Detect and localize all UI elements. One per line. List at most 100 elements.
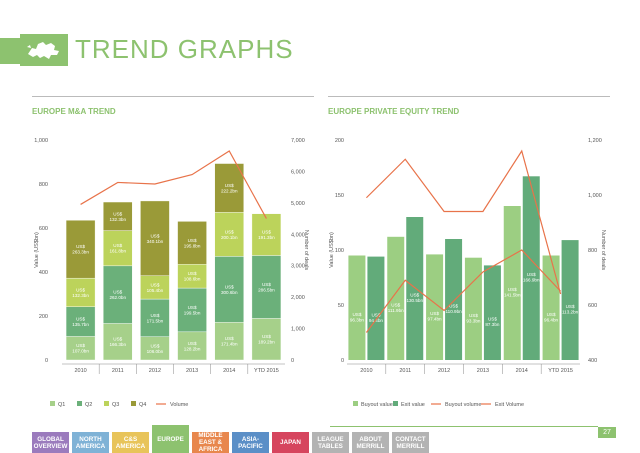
bar-q2 [65,306,96,337]
data-label: US$ 93.3bn [466,313,480,324]
y-tick-label: 200 [39,314,48,320]
bar-buyout-value [542,255,560,360]
data-label: US$ 132.3bn [109,211,126,222]
x-tick-label: 2012 [149,368,161,374]
data-label: US$ 166.3bn [109,337,126,348]
y2-tick-label: 1,200 [588,138,602,144]
y-tick-label: 50 [338,303,344,309]
page-title: TREND GRAPHS [75,34,294,64]
bar-q1 [214,322,244,361]
bar-q2 [251,255,282,319]
legend-label: Q3 [112,402,119,408]
y2-tick-label: 5,000 [291,201,305,207]
data-label: US$ 263.3bn [72,244,89,255]
y2-tick-label: 7,000 [291,138,305,144]
data-label: US$ 110.9bn [445,304,462,315]
data-label: US$ 171.5bn [147,313,164,324]
x-tick-label: 2011 [112,368,124,374]
legend-swatch [77,401,82,406]
europe-map-icon [20,34,68,66]
legend-label: Exit value [401,402,425,408]
legend-label: Exit Volume [495,402,524,408]
y-axis-label: Value (US$bn) [329,232,335,268]
ma-trend-title: EUROPE M&A TREND [32,107,116,116]
nav-tab-about-merrill[interactable]: ABOUT MERRILL [352,432,389,453]
nav-tab-c-s-america[interactable]: C&S AMERICA [112,432,149,453]
bar-exit-value [367,256,385,360]
legend-label: Q1 [58,402,65,408]
section-navigation: GLOBAL OVERVIEW NORTH AMERICA C&S AMERICA E… [32,425,432,453]
bar-q3 [103,230,133,267]
line-buyout-volume [365,249,562,333]
bar-q2 [140,298,170,337]
nav-tab-europe[interactable]: EUROPE [152,425,189,453]
nav-tab-middle-east-africa[interactable]: MIDDLE EAST & AFRICA [192,432,229,453]
x-tick-label: 2010 [74,368,86,374]
data-label: US$ 222.2bn [221,183,238,194]
nav-tab-japan[interactable]: JAPAN [272,432,309,453]
bar-q4 [65,220,96,279]
y2-tick-label: 1,000 [588,193,602,199]
legend-swatch [353,401,358,406]
bar-exit-value [561,240,579,360]
y2-tick-label: 600 [588,303,597,309]
data-label: US$ 128.2bn [184,341,201,352]
legend-swatch [131,401,136,406]
nav-tab-global-overview[interactable]: GLOBAL OVERVIEW [32,432,69,453]
data-label: US$ 161.8bn [109,243,126,254]
left-section-rule [32,96,314,97]
bar-exit-value [406,217,424,360]
data-label: US$ 96.3bn [350,312,364,323]
y-tick-label: 150 [335,193,344,199]
x-tick-label: 2012 [438,368,450,374]
x-tick-label: 2014 [516,368,528,374]
data-label: US$ 286.5bn [258,282,275,293]
data-label: US$ 262.0bn [109,290,126,301]
bar-buyout-value [426,254,444,360]
bar-buyout-value [464,257,482,360]
legend-label: Q2 [85,402,92,408]
bar-q2 [103,265,133,324]
data-label: US$ 108.6bn [184,271,201,282]
data-label: US$ 111.9bn [388,302,404,313]
data-label: US$ 105.4bn [147,282,164,293]
x-tick-label: 2014 [223,368,235,374]
data-label: US$ 191.3bn [258,230,275,241]
nav-tab-north-america[interactable]: NORTH AMERICA [72,432,109,453]
data-label: US$ 107.0bn [72,343,89,354]
legend-swatch [104,401,109,406]
nav-tab-asia-pacific[interactable]: ASIA-PACIFIC [232,432,269,453]
data-label: US$ 141.5bn [504,287,521,298]
bar-exit-value [483,265,501,360]
page-number: 27 [598,427,616,438]
bar-q4 [140,200,170,276]
x-tick-label: YTD 2015 [548,368,573,374]
bar-q2 [177,287,207,333]
y2-tick-label: 1,000 [291,327,305,333]
legend-swatch [50,401,55,406]
data-label: US$ 97.4bn [428,311,442,322]
x-tick-label: YTD 2015 [254,368,279,374]
nav-tab-contact-merrill[interactable]: CONTACT MERRILL [392,432,429,453]
footer-rule [330,426,598,427]
data-label: US$ 200.1bn [221,229,238,240]
data-label: US$ 96.4bn [544,312,558,323]
y2-tick-label: 800 [588,248,597,254]
legend-label: Buyout value [361,402,393,408]
data-label: US$ 199.5bn [184,305,201,316]
y2-tick-label: 0 [291,358,294,364]
bar-buyout-value [503,206,521,360]
nav-tab-league-tables[interactable]: LEAGUE TABLES [312,432,349,453]
y2-tick-label: 6,000 [291,169,305,175]
bar-buyout-value [348,255,366,360]
header-accent-band [0,38,20,64]
y2-tick-label: 2,000 [291,295,305,301]
bar-buyout-value [387,236,405,360]
y2-axis-label: Number of deals [303,230,309,271]
y-tick-label: 600 [39,226,48,232]
y-tick-label: 100 [335,248,344,254]
y-tick-label: 0 [45,358,48,364]
bar-exit-value [522,176,540,360]
data-label: US$ 87.3bn [485,317,499,328]
